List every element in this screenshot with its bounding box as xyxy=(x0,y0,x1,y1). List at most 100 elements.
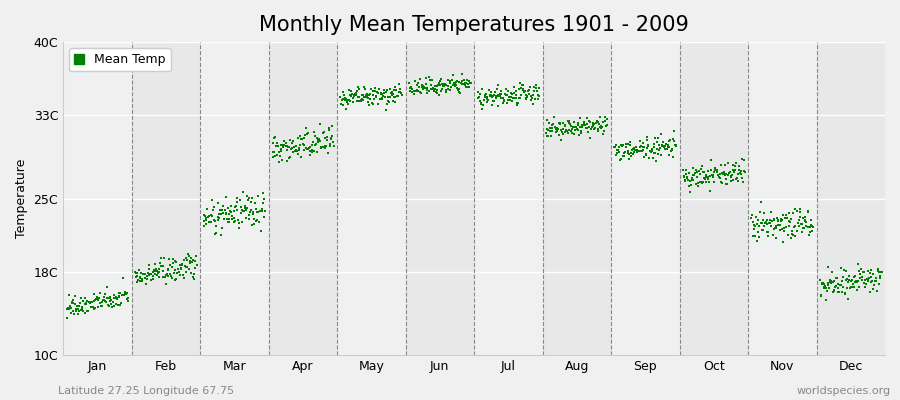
Point xyxy=(543,128,557,134)
Point xyxy=(91,297,105,304)
Point xyxy=(388,94,402,100)
Point xyxy=(307,129,321,136)
Point xyxy=(669,143,683,150)
Point xyxy=(429,86,444,93)
Point xyxy=(158,274,172,280)
Point xyxy=(75,306,89,312)
Point xyxy=(652,151,666,157)
Point xyxy=(532,92,546,99)
Point xyxy=(188,253,202,260)
Point xyxy=(81,308,95,314)
Point xyxy=(346,93,361,100)
Point xyxy=(163,261,177,268)
Point xyxy=(269,152,284,158)
Point xyxy=(177,262,192,269)
Point xyxy=(855,274,869,280)
Point xyxy=(489,94,503,101)
Point xyxy=(620,150,634,156)
Point xyxy=(448,81,463,88)
Point xyxy=(706,168,721,175)
Point xyxy=(655,143,670,149)
Point xyxy=(572,120,586,127)
Point xyxy=(864,274,878,280)
Point xyxy=(806,223,820,230)
Point xyxy=(526,92,540,98)
Point xyxy=(518,96,533,102)
Point xyxy=(817,281,832,288)
Point xyxy=(800,224,814,231)
Point xyxy=(616,150,631,156)
Point xyxy=(544,125,558,131)
Point xyxy=(591,119,606,125)
Point xyxy=(408,78,422,84)
Point xyxy=(685,175,699,181)
Point xyxy=(182,253,196,259)
Point xyxy=(649,157,663,164)
Point xyxy=(658,146,672,152)
Point xyxy=(61,304,76,311)
Point xyxy=(558,123,572,130)
Point xyxy=(786,232,800,238)
Point xyxy=(103,294,117,300)
Point xyxy=(277,138,292,144)
Point xyxy=(769,223,783,229)
Point xyxy=(690,180,705,186)
Point xyxy=(297,142,311,148)
Point xyxy=(518,88,532,94)
Point xyxy=(431,80,446,86)
Point xyxy=(714,179,728,185)
Point xyxy=(814,280,829,287)
Point xyxy=(134,270,148,276)
Point xyxy=(838,290,852,296)
Point xyxy=(814,292,828,299)
Point xyxy=(589,120,603,126)
Point xyxy=(578,122,592,128)
Point xyxy=(204,218,219,225)
Point xyxy=(358,86,373,92)
Point xyxy=(249,217,264,224)
Point xyxy=(857,280,871,286)
Point xyxy=(248,200,263,206)
Point xyxy=(682,183,697,190)
Point xyxy=(301,130,315,136)
Point xyxy=(417,84,431,91)
Point xyxy=(211,214,225,220)
Point xyxy=(531,92,545,98)
Point xyxy=(405,85,419,92)
Point xyxy=(169,258,184,265)
Point xyxy=(152,269,166,276)
Point xyxy=(199,215,213,222)
Point xyxy=(216,216,230,222)
Point xyxy=(690,169,705,176)
Point xyxy=(554,137,568,143)
Point xyxy=(729,176,743,182)
Point xyxy=(110,296,124,302)
Point xyxy=(236,208,250,214)
Point xyxy=(211,217,225,223)
Point xyxy=(488,88,502,95)
Point xyxy=(356,97,371,104)
Point xyxy=(139,280,153,287)
Point xyxy=(622,151,636,158)
Point xyxy=(148,266,163,272)
Point xyxy=(96,296,111,303)
Point xyxy=(334,101,348,108)
Point xyxy=(857,269,871,276)
Point xyxy=(756,217,770,224)
Point xyxy=(842,279,856,285)
Point xyxy=(109,294,123,300)
Point xyxy=(658,142,672,149)
Point xyxy=(793,208,807,215)
Point xyxy=(308,133,322,140)
Point xyxy=(486,93,500,99)
Point xyxy=(457,77,472,83)
Point xyxy=(108,295,122,302)
Point xyxy=(206,217,220,224)
Point xyxy=(333,94,347,100)
Point xyxy=(554,129,569,136)
Point xyxy=(119,291,133,297)
Point xyxy=(112,292,126,299)
Point xyxy=(541,133,555,139)
Point xyxy=(634,148,649,154)
Point xyxy=(715,180,729,186)
